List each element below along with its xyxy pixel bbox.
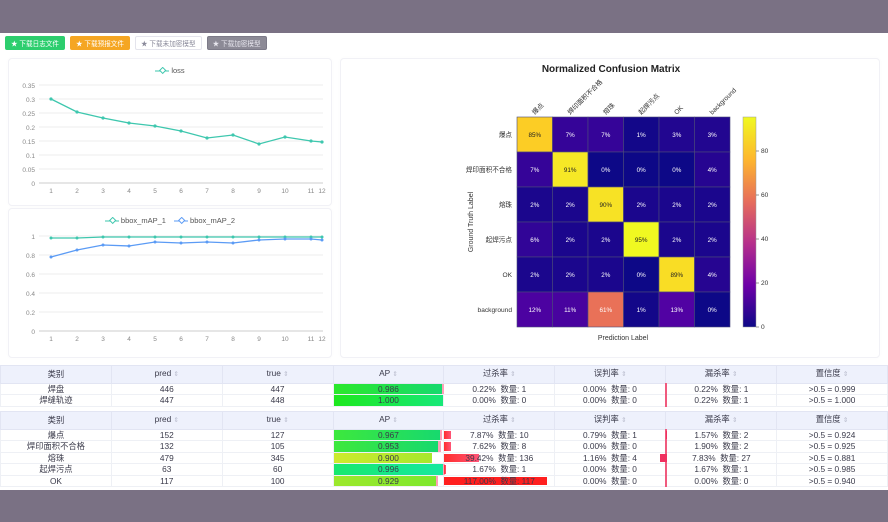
svg-text:80: 80: [761, 148, 769, 155]
svg-text:7: 7: [205, 188, 209, 195]
svg-text:2%: 2%: [530, 202, 540, 209]
svg-text:4: 4: [127, 188, 131, 195]
svg-text:爆点: 爆点: [499, 130, 513, 139]
svg-text:0%: 0%: [601, 167, 611, 174]
svg-text:1: 1: [49, 336, 53, 343]
svg-text:Normalized Confusion Matrix: Normalized Confusion Matrix: [542, 64, 681, 75]
svg-text:熔珠: 熔珠: [499, 200, 513, 209]
svg-text:89%: 89%: [670, 272, 683, 279]
svg-text:20: 20: [761, 280, 769, 287]
svg-text:5: 5: [153, 336, 157, 343]
svg-text:2%: 2%: [708, 202, 718, 209]
svg-text:7: 7: [205, 336, 209, 343]
svg-text:0.4: 0.4: [26, 291, 35, 298]
svg-text:0%: 0%: [708, 307, 718, 314]
svg-text:40: 40: [761, 236, 769, 243]
svg-text:10: 10: [281, 336, 289, 343]
svg-text:11: 11: [308, 336, 315, 343]
svg-text:1%: 1%: [637, 132, 647, 139]
svg-text:0%: 0%: [637, 272, 647, 279]
svg-text:0.6: 0.6: [26, 272, 35, 279]
svg-text:0.35: 0.35: [22, 83, 35, 90]
svg-text:6: 6: [179, 188, 183, 195]
svg-text:5: 5: [153, 188, 157, 195]
svg-text:Ground Truth Label: Ground Truth Label: [468, 191, 475, 252]
svg-text:90%: 90%: [599, 202, 612, 209]
svg-text:2%: 2%: [530, 272, 540, 279]
svg-text:0.8: 0.8: [26, 253, 35, 260]
svg-text:4: 4: [127, 336, 131, 343]
svg-text:1: 1: [31, 234, 35, 241]
svg-text:background: background: [709, 87, 739, 117]
svg-text:12: 12: [318, 336, 326, 343]
svg-text:0.25: 0.25: [22, 111, 35, 118]
svg-text:6%: 6%: [530, 237, 540, 244]
svg-text:2%: 2%: [566, 237, 576, 244]
svg-text:3: 3: [101, 336, 105, 343]
svg-text:8: 8: [231, 188, 235, 195]
svg-text:8: 8: [231, 336, 235, 343]
svg-text:OK: OK: [673, 104, 685, 116]
svg-text:background: background: [478, 307, 513, 314]
svg-text:起焊污点: 起焊污点: [486, 235, 513, 244]
svg-text:0: 0: [31, 181, 35, 188]
svg-text:7%: 7%: [566, 132, 576, 139]
svg-text:12%: 12%: [528, 307, 541, 314]
svg-text:2%: 2%: [566, 272, 576, 279]
svg-text:2%: 2%: [637, 202, 647, 209]
svg-text:0: 0: [31, 329, 35, 336]
svg-text:3: 3: [101, 188, 105, 195]
svg-text:1%: 1%: [637, 307, 647, 314]
svg-text:2%: 2%: [566, 202, 576, 209]
svg-text:3%: 3%: [672, 132, 682, 139]
svg-text:Prediction Label: Prediction Label: [598, 335, 649, 342]
svg-text:4%: 4%: [708, 167, 718, 174]
svg-text:2%: 2%: [708, 237, 718, 244]
svg-text:2: 2: [75, 188, 79, 195]
svg-text:7%: 7%: [530, 167, 540, 174]
svg-text:2: 2: [75, 336, 79, 343]
svg-text:0%: 0%: [672, 167, 682, 174]
svg-text:6: 6: [179, 336, 183, 343]
svg-text:0.2: 0.2: [26, 125, 35, 132]
svg-text:0.2: 0.2: [26, 310, 35, 317]
svg-text:60: 60: [761, 192, 769, 199]
svg-text:0.1: 0.1: [26, 153, 35, 160]
svg-text:10: 10: [281, 188, 289, 195]
svg-text:0%: 0%: [637, 167, 647, 174]
svg-text:爆点: 爆点: [530, 100, 546, 116]
svg-text:2%: 2%: [601, 272, 611, 279]
svg-text:OK: OK: [502, 272, 512, 279]
svg-text:焊印面积不合格: 焊印面积不合格: [466, 165, 513, 174]
svg-text:11%: 11%: [564, 307, 577, 314]
svg-text:3%: 3%: [708, 132, 718, 139]
svg-text:95%: 95%: [635, 237, 648, 244]
svg-text:9: 9: [257, 336, 261, 343]
svg-text:1: 1: [49, 188, 53, 195]
svg-text:7%: 7%: [601, 132, 611, 139]
svg-text:2%: 2%: [601, 237, 611, 244]
svg-text:12: 12: [318, 188, 326, 195]
svg-text:0.05: 0.05: [22, 167, 35, 174]
svg-text:91%: 91%: [564, 167, 577, 174]
svg-text:13%: 13%: [670, 307, 683, 314]
svg-text:0: 0: [761, 324, 765, 331]
svg-text:起焊污点: 起焊污点: [636, 91, 661, 116]
svg-text:61%: 61%: [599, 307, 612, 314]
svg-text:2%: 2%: [672, 202, 682, 209]
svg-text:熔珠: 熔珠: [601, 100, 617, 116]
svg-text:2%: 2%: [672, 237, 682, 244]
svg-text:4%: 4%: [708, 272, 718, 279]
svg-text:85%: 85%: [528, 132, 541, 139]
svg-text:11: 11: [308, 188, 315, 195]
svg-text:焊印面积不合格: 焊印面积不合格: [565, 77, 604, 116]
svg-text:0.3: 0.3: [26, 97, 35, 104]
svg-text:0.15: 0.15: [22, 139, 35, 146]
svg-text:9: 9: [257, 188, 261, 195]
